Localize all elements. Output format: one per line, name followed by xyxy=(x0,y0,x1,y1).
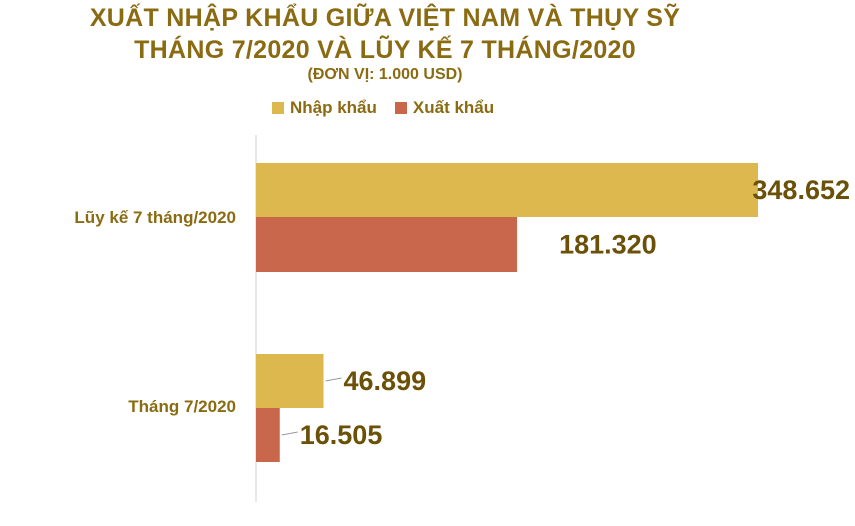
legend-label-nhap-khau: Nhập khẩu xyxy=(290,98,377,117)
data-label: 16.505 xyxy=(300,420,383,450)
category-label: Lũy kế 7 tháng/2020 xyxy=(74,208,236,227)
data-label: 46.899 xyxy=(344,366,427,396)
chart-title-line2: THÁNG 7/2020 VÀ LŨY KẾ 7 THÁNG/2020 xyxy=(134,36,636,64)
data-label: 348.652 xyxy=(752,175,850,205)
legend-label-xuat-khau: Xuất khẩu xyxy=(412,98,495,117)
bar-xuat-khau xyxy=(256,217,518,272)
legend-item-nhap-khau: Nhập khẩu xyxy=(272,98,377,118)
data-label-leader xyxy=(325,377,342,382)
data-label: 181.320 xyxy=(559,230,657,260)
legend-swatch-nhap-khau xyxy=(272,102,284,114)
chart-title: XUẤT NHẬP KHẨU GIỮA VIỆT NAM VÀ THỤY SỸ xyxy=(89,4,681,32)
bar-nhap-khau xyxy=(256,354,324,408)
bar-nhap-khau xyxy=(256,163,758,217)
bar-xuat-khau xyxy=(256,408,280,462)
legend-swatch-xuat-khau xyxy=(394,102,407,114)
category-label: Tháng 7/2020 xyxy=(128,397,236,416)
legend: Nhập khẩu Xuất khẩu xyxy=(272,98,512,118)
legend-item-xuat-khau: Xuất khẩu xyxy=(394,98,495,118)
chart-subtitle: (ĐƠN VỊ: 1.000 USD) xyxy=(307,66,463,83)
data-label-leader xyxy=(281,431,298,436)
